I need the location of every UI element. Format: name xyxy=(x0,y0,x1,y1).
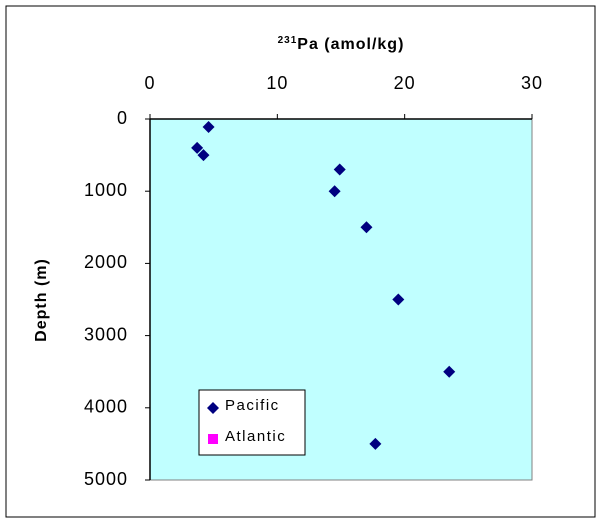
marker xyxy=(191,141,204,154)
marker xyxy=(328,185,341,198)
marker xyxy=(333,163,346,176)
x-axis-label-superscript: 231 xyxy=(278,35,298,46)
legend-box xyxy=(198,389,306,456)
x-tick-label: 10 xyxy=(266,73,288,93)
y-tick-label: 2000 xyxy=(84,252,128,272)
marker xyxy=(443,365,456,378)
legend-marker xyxy=(208,434,218,444)
legend-marker xyxy=(207,402,219,414)
marker xyxy=(392,293,405,306)
y-axis-label: Depth (m) xyxy=(33,258,50,342)
legend-label: Atlantic xyxy=(225,428,286,445)
x-tick-label: 0 xyxy=(144,73,155,93)
y-tick-label: 4000 xyxy=(84,397,128,417)
x-axis-label: 231Pa (amol/kg) xyxy=(278,35,405,54)
x-tick-label: 20 xyxy=(394,73,416,93)
y-tick-label: 5000 xyxy=(84,469,128,489)
marker xyxy=(360,221,373,234)
legend: Pacific Atlantic xyxy=(198,389,306,456)
legend-label: Pacific xyxy=(225,397,280,414)
x-tick-label: 30 xyxy=(521,73,543,93)
marker xyxy=(369,437,382,450)
marker xyxy=(202,120,215,133)
y-tick-label: 0 xyxy=(117,108,128,128)
y-tick-label: 3000 xyxy=(84,324,128,344)
marker xyxy=(197,149,210,162)
x-axis-label-text: Pa (amol/kg) xyxy=(297,36,404,53)
y-tick-label: 1000 xyxy=(84,180,128,200)
